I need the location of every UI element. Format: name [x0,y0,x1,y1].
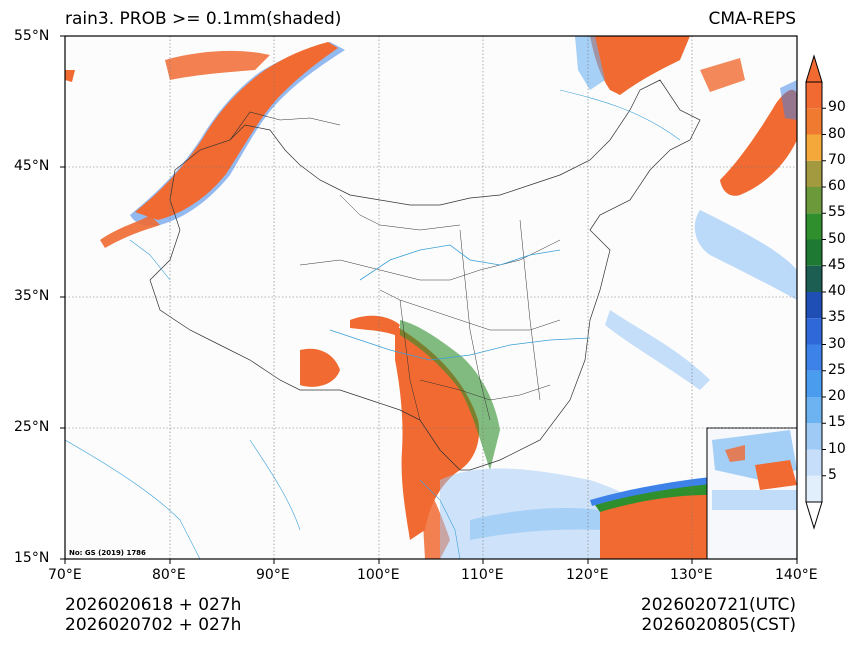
colorbar-label: 35 [828,309,846,326]
colorbar-extend-max [805,54,823,83]
precip-region-northeast [720,89,797,196]
lon-label-120: 120°E [566,567,609,583]
colorbar-label: 60 [828,178,846,194]
colorbar-swatch [806,370,822,397]
colorbar-label: 40 [828,283,846,299]
colorbar-label: 45 [828,256,846,273]
axis-ticks [60,35,798,564]
precip-region-southwest-china [395,325,480,540]
colorbar-label: 80 [828,125,846,142]
lon-label-100: 100°E [357,567,400,583]
lon-label-80: 80°E [152,567,186,583]
colorbar-label: 10 [828,440,846,457]
colorbar-label: 70 [828,151,846,168]
colorbar [805,54,826,530]
graticule [65,36,797,559]
lon-label-130: 130°E [670,567,713,583]
colorbar-swatch [806,449,822,476]
precip-region-north [165,50,270,80]
colorbar-swatch [806,239,822,266]
colorbar-swatch [806,344,822,371]
lat-label-45: 45°N [14,158,50,174]
colorbar-swatch [806,134,822,161]
colorbar-swatch [806,108,822,135]
colorbar-swatch [806,397,822,424]
model-name: CMA-REPS [708,9,796,29]
colorbar-label: 25 [828,361,846,378]
map-title: rain3. PROB >= 0.1mm(shaded) [65,9,342,29]
colorbar-extend-min [805,501,823,530]
colorbar-swatch [806,292,822,319]
init-time-utc: 2026020618 + 027h [65,595,242,615]
colorbar-label: 90 [828,99,846,116]
precip-region-northeast-top [590,36,690,95]
colorbar-label: 50 [828,230,846,247]
lat-label-25: 25°N [14,419,50,435]
colorbar-label: 20 [828,388,846,404]
probability-shading [65,36,797,559]
lon-label-70: 70°E [48,567,82,583]
colorbar-swatch [806,265,822,292]
colorbar-swatch [806,82,822,109]
river-yellow [359,244,561,281]
lon-label-90: 90°E [256,567,290,583]
colorbar-swatch [806,187,822,214]
colorbar-label: 30 [828,335,846,352]
map-credit: No: GS (2019) 1786 [69,549,146,557]
colorbar-swatch [806,160,822,187]
colorbar-swatch [806,475,822,502]
river-yangtze [329,329,591,361]
valid-time-block: 2026020721(UTC) 2026020805(CST) [641,595,796,635]
precip-region-east-sea [694,210,797,300]
lon-label-140: 140°E [775,567,818,583]
colorbar-swatch [806,423,822,450]
lat-label-35: 35°N [14,288,50,304]
colorbar-label: 15 [828,414,846,431]
colorbar-swatch [806,213,822,240]
valid-time-utc: 2026020721(UTC) [640,595,796,615]
country-border [149,79,701,471]
colorbar-label: 55 [828,204,846,221]
lat-label-15: 15°N [14,550,50,566]
init-time-cst: 2026020702 + 027h [65,615,242,635]
lon-label-110: 110°E [461,567,504,583]
colorbar-swatch [806,318,822,345]
colorbar-label: 5 [828,466,837,483]
lat-label-55: 55°N [14,28,50,44]
init-time-block: 2026020618 + 027h 2026020702 + 027h [65,595,241,635]
valid-time-cst: 2026020805(CST) [641,615,796,635]
